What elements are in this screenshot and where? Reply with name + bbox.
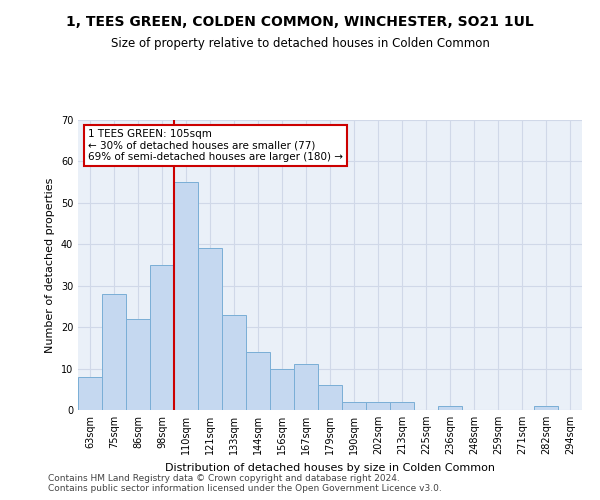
Bar — [438, 406, 462, 410]
Text: Contains HM Land Registry data © Crown copyright and database right 2024.: Contains HM Land Registry data © Crown c… — [48, 474, 400, 483]
Bar — [102, 294, 126, 410]
Bar — [174, 182, 198, 410]
Bar — [534, 406, 558, 410]
Text: Contains public sector information licensed under the Open Government Licence v3: Contains public sector information licen… — [48, 484, 442, 493]
Text: 1, TEES GREEN, COLDEN COMMON, WINCHESTER, SO21 1UL: 1, TEES GREEN, COLDEN COMMON, WINCHESTER… — [66, 15, 534, 29]
Text: Size of property relative to detached houses in Colden Common: Size of property relative to detached ho… — [110, 38, 490, 51]
X-axis label: Distribution of detached houses by size in Colden Common: Distribution of detached houses by size … — [165, 462, 495, 472]
Bar — [150, 265, 174, 410]
Bar — [318, 385, 342, 410]
Bar — [294, 364, 318, 410]
Text: 1 TEES GREEN: 105sqm
← 30% of detached houses are smaller (77)
69% of semi-detac: 1 TEES GREEN: 105sqm ← 30% of detached h… — [88, 128, 343, 162]
Bar — [222, 314, 246, 410]
Bar — [246, 352, 270, 410]
Bar — [390, 402, 414, 410]
Bar — [342, 402, 366, 410]
Y-axis label: Number of detached properties: Number of detached properties — [45, 178, 55, 352]
Bar — [78, 377, 102, 410]
Bar — [366, 402, 390, 410]
Bar — [198, 248, 222, 410]
Bar — [126, 319, 150, 410]
Bar — [270, 368, 294, 410]
